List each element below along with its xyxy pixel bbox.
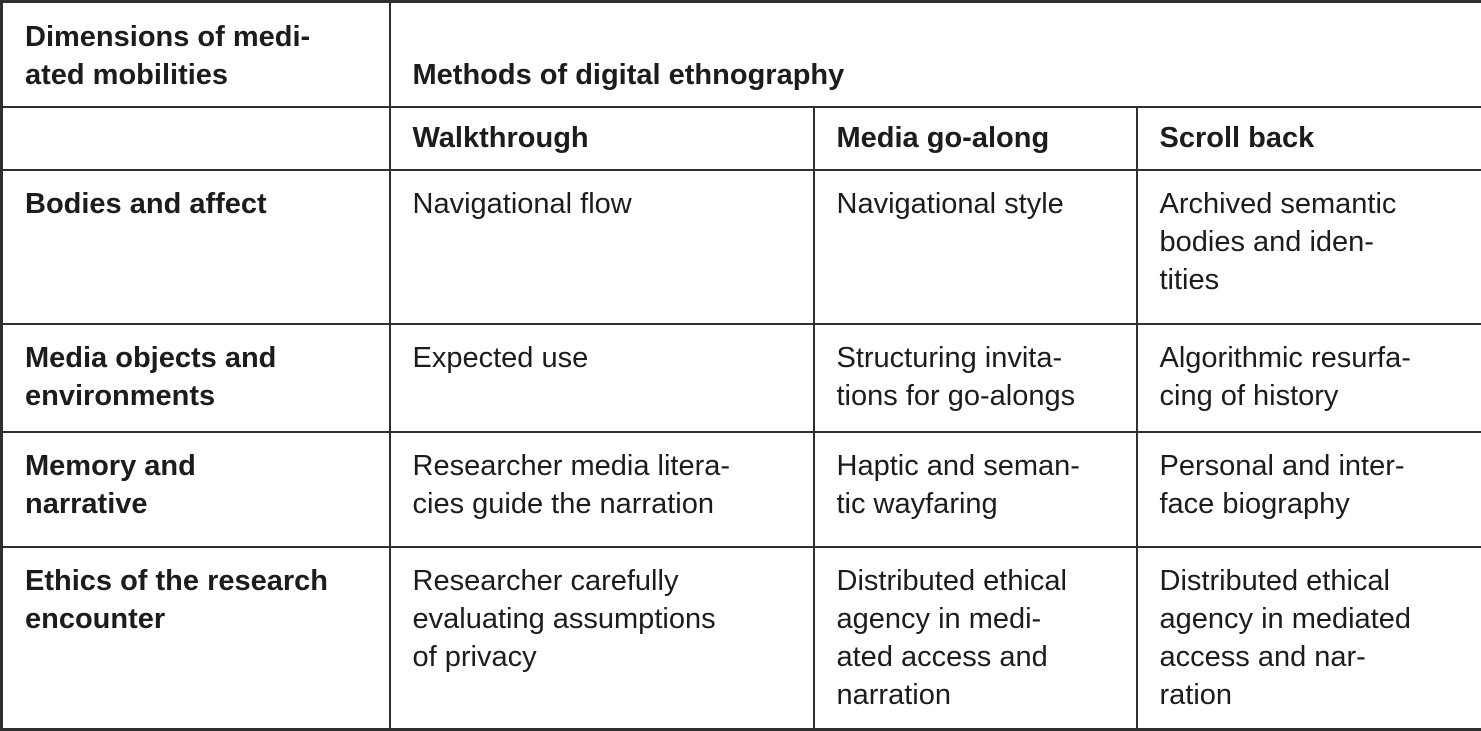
table-cell: Personal and inter- face biography bbox=[1137, 432, 1481, 547]
table-cell: Distributed ethical agency in medi- ated… bbox=[814, 547, 1137, 730]
corner-header-dimensions: Dimensions of medi- ated mobilities bbox=[2, 2, 390, 107]
empty-corner-cell bbox=[2, 107, 390, 170]
row-header-bodies-and-affect: Bodies and affect bbox=[2, 170, 390, 324]
table-row: Memory and narrative Researcher media li… bbox=[2, 432, 1481, 547]
table-cell: Distributed ethical agency in mediated a… bbox=[1137, 547, 1481, 730]
column-header-scroll-back: Scroll back bbox=[1137, 107, 1481, 170]
table-cell: Expected use bbox=[390, 324, 814, 432]
row-header-ethics: Ethics of the research encounter bbox=[2, 547, 390, 730]
table-row: Bodies and affect Navigational flow Navi… bbox=[2, 170, 1481, 324]
row-header-media-objects: Media objects and environments bbox=[2, 324, 390, 432]
table-row: Media objects and environments Expected … bbox=[2, 324, 1481, 432]
table-cell: Structuring invita- tions for go-alongs bbox=[814, 324, 1137, 432]
header-row-methods: Walkthrough Media go-along Scroll back bbox=[2, 107, 1481, 170]
header-row-top: Dimensions of medi- ated mobilities Meth… bbox=[2, 2, 1481, 107]
table-row: Ethics of the research encounter Researc… bbox=[2, 547, 1481, 730]
table-cell: Researcher media litera- cies guide the … bbox=[390, 432, 814, 547]
column-header-walkthrough: Walkthrough bbox=[390, 107, 814, 170]
table-cell: Archived semantic bodies and iden- titie… bbox=[1137, 170, 1481, 324]
table-cell: Navigational style bbox=[814, 170, 1137, 324]
table-cell: Haptic and seman- tic wayfaring bbox=[814, 432, 1137, 547]
span-header-methods: Methods of digital ethnography bbox=[390, 2, 1481, 107]
row-header-memory-narrative: Memory and narrative bbox=[2, 432, 390, 547]
column-header-media-go-along: Media go-along bbox=[814, 107, 1137, 170]
table-cell: Navigational flow bbox=[390, 170, 814, 324]
table-cell: Algorithmic resurfa- cing of history bbox=[1137, 324, 1481, 432]
table-cell: Researcher carefully evaluating assumpti… bbox=[390, 547, 814, 730]
